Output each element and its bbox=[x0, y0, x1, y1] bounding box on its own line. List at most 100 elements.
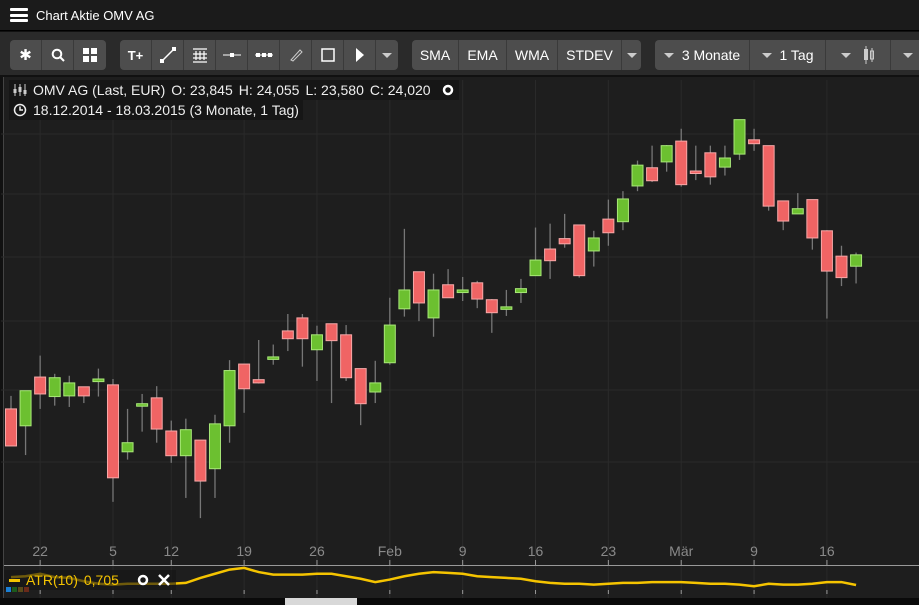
rectangle-button[interactable] bbox=[312, 40, 344, 70]
pencil-button[interactable] bbox=[280, 40, 312, 70]
swatch-olive[interactable] bbox=[18, 587, 23, 592]
indicators-dropdown[interactable] bbox=[622, 40, 641, 70]
indicator-ema-button[interactable]: EMA bbox=[459, 40, 507, 70]
candle-down bbox=[748, 139, 761, 145]
candle-down bbox=[835, 255, 848, 279]
candle-down bbox=[165, 430, 178, 457]
candle-down bbox=[602, 218, 615, 234]
candle-down bbox=[777, 200, 790, 222]
atr-settings-icon[interactable] bbox=[135, 572, 151, 588]
indicator-wma-button[interactable]: WMA bbox=[507, 40, 558, 70]
date-range-info: 18.12.2014 - 18.03.2015 (3 Monate, 1 Tag… bbox=[9, 100, 303, 120]
atr-color-swatch bbox=[9, 578, 20, 582]
trendline-button[interactable] bbox=[152, 40, 184, 70]
x-tick-label: Feb bbox=[378, 543, 402, 559]
title-bar: Chart Aktie OMV AG bbox=[0, 0, 919, 31]
swatch-brown[interactable] bbox=[24, 587, 29, 592]
candle-down bbox=[704, 152, 717, 178]
low-value: L: 23,580 bbox=[305, 82, 364, 98]
x-tick-label: 5 bbox=[109, 543, 117, 559]
candle-down bbox=[442, 284, 455, 299]
indicator-stdev-button[interactable]: STDEV bbox=[558, 40, 622, 70]
clock-icon bbox=[13, 103, 27, 117]
layout-button[interactable] bbox=[74, 40, 106, 70]
candle-down bbox=[340, 334, 353, 379]
candle-down bbox=[194, 439, 207, 482]
candle-up bbox=[223, 370, 236, 427]
horizontal-scrollbar[interactable] bbox=[0, 598, 919, 605]
chevron-down-icon bbox=[382, 52, 392, 58]
chart-settings-group: 3 Monate 1 Tag bbox=[655, 40, 919, 70]
menu-icon[interactable] bbox=[10, 8, 28, 22]
cursor-button[interactable] bbox=[344, 40, 376, 70]
candle-down bbox=[820, 230, 833, 272]
drawing-tools-dropdown[interactable] bbox=[376, 40, 398, 70]
x-tick-label: 16 bbox=[528, 543, 544, 559]
horizontal-line-icon bbox=[222, 53, 241, 57]
candle-down bbox=[485, 299, 498, 314]
candle-down bbox=[689, 170, 702, 174]
chart-type-dropdown[interactable] bbox=[826, 40, 891, 70]
candle-up bbox=[456, 289, 469, 294]
x-tick-label: 22 bbox=[32, 543, 48, 559]
indicator-sma-button[interactable]: SMA bbox=[412, 40, 459, 70]
layout-grid-icon bbox=[83, 48, 97, 62]
candle-down bbox=[646, 167, 659, 182]
interval-dropdown[interactable]: 1 Tag bbox=[750, 40, 826, 70]
settings-ring-icon[interactable] bbox=[441, 83, 455, 97]
dotted-line-button[interactable] bbox=[248, 40, 280, 70]
candle-up bbox=[48, 377, 61, 398]
swatch-blue[interactable] bbox=[6, 587, 11, 592]
candle-down bbox=[471, 282, 484, 300]
chevron-down-icon bbox=[903, 52, 913, 58]
candle-down bbox=[544, 248, 557, 262]
candle-down bbox=[325, 323, 338, 342]
swatch-green[interactable] bbox=[12, 587, 17, 592]
atr-close-icon[interactable] bbox=[157, 573, 171, 587]
candle-down bbox=[281, 330, 294, 340]
candle-up bbox=[500, 306, 513, 310]
candle-down bbox=[252, 379, 265, 384]
atr-value: 0,705 bbox=[83, 572, 119, 588]
candle-up bbox=[383, 324, 396, 364]
candle-up bbox=[587, 237, 600, 252]
instrument-icon bbox=[13, 84, 27, 96]
interval-value: 1 Tag bbox=[779, 47, 814, 63]
atr-legend: ATR(10) 0,705 bbox=[4, 570, 176, 590]
candle-down bbox=[238, 363, 251, 390]
candle-up bbox=[179, 429, 192, 457]
candle-up bbox=[208, 423, 221, 470]
candle-down bbox=[573, 224, 586, 277]
text-add-icon: T+ bbox=[127, 47, 144, 63]
settings-button[interactable]: ✱ bbox=[10, 40, 42, 70]
candle-up bbox=[631, 164, 644, 187]
window-title: Chart Aktie OMV AG bbox=[36, 7, 155, 23]
candle-down bbox=[558, 238, 571, 245]
open-value: O: 23,845 bbox=[171, 82, 233, 98]
fibonacci-button[interactable] bbox=[184, 40, 216, 70]
fibonacci-icon bbox=[192, 48, 207, 63]
candle-up bbox=[850, 254, 863, 267]
high-value: H: 24,055 bbox=[238, 82, 300, 98]
candle-down bbox=[296, 317, 309, 340]
text-add-button[interactable]: T+ bbox=[120, 40, 152, 70]
chevron-down-icon bbox=[663, 52, 674, 58]
more-dropdown[interactable] bbox=[891, 40, 919, 70]
period-dropdown[interactable]: 3 Monate bbox=[655, 40, 750, 70]
zoom-button[interactable] bbox=[42, 40, 74, 70]
candle-down bbox=[675, 140, 688, 186]
rectangle-icon bbox=[320, 48, 335, 62]
candle-down bbox=[354, 368, 367, 405]
indicators-group: SMA EMA WMA STDEV bbox=[412, 40, 641, 70]
horizontal-line-button[interactable] bbox=[216, 40, 248, 70]
trendline-icon bbox=[159, 47, 176, 63]
chart-area[interactable]: 22 5 12 19 26 Feb 9 16 23 Mär 9 16 OMV AG (Last, EU… bbox=[1, 77, 919, 598]
candle-up bbox=[616, 198, 629, 223]
candle-up bbox=[310, 334, 323, 351]
dotted-line-icon bbox=[254, 53, 273, 57]
candle-down bbox=[77, 386, 90, 397]
scrollbar-thumb[interactable] bbox=[285, 598, 357, 605]
candle-up bbox=[733, 119, 746, 155]
date-range: 18.12.2014 - 18.03.2015 (3 Monate, 1 Tag… bbox=[33, 102, 299, 118]
